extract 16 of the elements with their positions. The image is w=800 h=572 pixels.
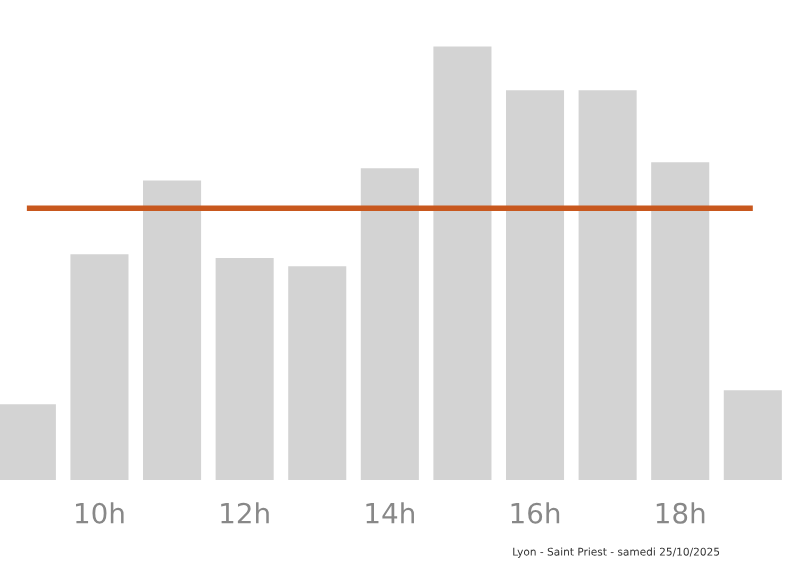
x-tick-label: 18h [656,502,705,524]
bar [433,46,492,480]
bar [288,266,347,480]
x-tick-label: 14h [366,502,414,524]
bar [651,162,710,480]
bar [215,258,274,480]
bar [578,90,637,480]
bar [143,180,202,480]
x-tick-label: 12h [221,502,269,524]
x-tick-label: 16h [511,502,560,524]
bar [360,168,419,480]
bar [723,390,782,480]
bar [70,254,129,480]
x-tick-label: 10h [76,502,124,524]
bar [0,404,56,480]
bar [505,90,565,480]
